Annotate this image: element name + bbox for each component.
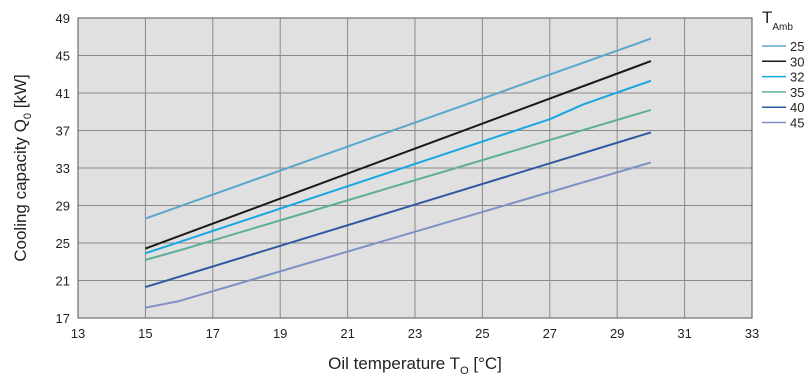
series-line-35 (145, 108, 652, 261)
series-layer (145, 37, 652, 309)
y-tick-label: 21 (56, 274, 70, 289)
legend-label-25: 25 (790, 39, 804, 54)
x-tick-label: 15 (138, 326, 152, 341)
x-tick-label: 27 (543, 326, 557, 341)
legend-title: TAmb (762, 8, 793, 33)
y-tick-label: 29 (56, 199, 70, 214)
series-line-25 (145, 37, 652, 220)
legend-label-32: 32 (790, 70, 804, 85)
series-line-45 (145, 161, 652, 309)
x-tick-labels: 13 15 17 19 21 23 25 27 29 31 33 (71, 326, 759, 341)
legend-label-40: 40 (790, 100, 804, 115)
plot-frame (77, 17, 753, 319)
x-tick-label: 31 (677, 326, 691, 341)
y-tick-label: 41 (56, 86, 70, 101)
legend-label-45: 45 (790, 116, 804, 131)
y-tick-label: 49 (56, 11, 70, 26)
x-tick-label: 29 (610, 326, 624, 341)
x-axis-title: Oil temperature TO [°C] (328, 354, 502, 377)
y-tick-labels: 17 21 25 29 33 37 41 45 49 (56, 11, 70, 326)
x-tick-label: 23 (408, 326, 422, 341)
series-line-30 (145, 60, 652, 250)
y-axis-title: Cooling capacity Q0 [kW] (11, 74, 34, 262)
x-tick-label: 13 (71, 326, 85, 341)
legend-label-35: 35 (790, 85, 804, 100)
series-line-40 (145, 131, 652, 289)
legend-label-30: 30 (790, 54, 804, 69)
y-tick-label: 33 (56, 161, 70, 176)
y-tick-label: 37 (56, 124, 70, 139)
y-tick-label: 25 (56, 236, 70, 251)
y-tick-label: 17 (56, 311, 70, 326)
x-tick-label: 21 (340, 326, 354, 341)
x-tick-label: 25 (475, 326, 489, 341)
series-line-32 (145, 79, 652, 255)
x-tick-label: 33 (745, 326, 759, 341)
y-tick-label: 45 (56, 49, 70, 64)
x-tick-label: 17 (206, 326, 220, 341)
x-tick-label: 19 (273, 326, 287, 341)
